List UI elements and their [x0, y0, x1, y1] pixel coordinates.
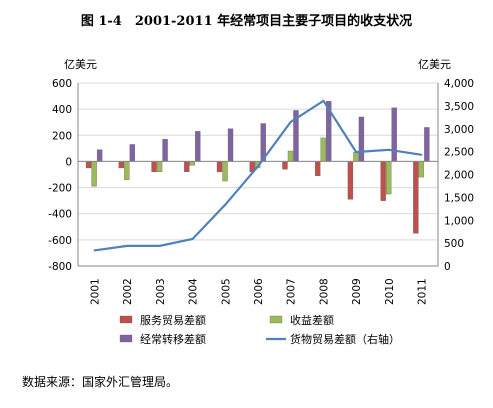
bar-收益差额-2010 — [386, 161, 392, 195]
bar-服务贸易差额-2010 — [380, 161, 386, 201]
line-point-2008 — [322, 100, 325, 102]
legend-swatch — [269, 315, 283, 324]
legend-label: 经常转移差额 — [140, 332, 206, 346]
bar-服务贸易差额-2009 — [347, 161, 354, 200]
line-point-2011 — [420, 154, 423, 156]
left-tick-label: -800 — [48, 261, 72, 273]
bar-收益差额-2008 — [320, 137, 326, 162]
legend-swatch — [119, 334, 133, 343]
line-point-2010 — [388, 148, 390, 151]
legend-label: 货物贸易差额（右轴） — [290, 332, 400, 346]
x-tick-label: 2011 — [417, 278, 429, 305]
x-tick-label: 2010 — [384, 278, 396, 305]
line-货物贸易差额（右轴） — [94, 99, 422, 252]
bar-收益差额-2009 — [353, 152, 359, 162]
line-point-2005 — [224, 203, 227, 206]
x-tick-label: 2005 — [220, 278, 232, 305]
x-tick-label: 2003 — [155, 278, 167, 305]
line-point-2003 — [159, 245, 161, 247]
legend-label: 收益差额 — [290, 313, 334, 327]
bar-经常转移差额-2011 — [424, 127, 430, 162]
x-tick-label: 2006 — [253, 278, 265, 305]
right-tick-label: 1,500 — [444, 192, 474, 204]
bar-收益差额-2011 — [418, 161, 425, 178]
x-tick-label: 2009 — [351, 278, 363, 305]
right-tick-label: 4,000 — [444, 78, 474, 90]
right-tick-label: 1,000 — [444, 215, 474, 227]
right-tick-label: 0 — [444, 261, 451, 273]
right-tick-label: 500 — [444, 238, 464, 250]
left-tick-label: -400 — [48, 209, 72, 221]
bar-收益差额-2002 — [124, 161, 130, 180]
bar-经常转移差额-2010 — [391, 107, 397, 162]
bar-服务贸易差额-2005 — [216, 161, 223, 173]
bar-收益差额-2003 — [156, 161, 163, 173]
x-tick-label: 2001 — [89, 278, 101, 305]
line-point-2001 — [93, 249, 96, 252]
bar-经常转移差额-2005 — [227, 128, 234, 162]
chart-title: 图 1-4 2001-2011 年经常项目主要子项目的收支状况 — [80, 14, 413, 29]
left-tick-label: 0 — [65, 156, 72, 168]
bar-经常转移差额-2003 — [162, 139, 168, 162]
line-point-2007 — [289, 121, 292, 123]
legend-label: 服务贸易差额 — [140, 313, 206, 327]
bar-经常转移差额-2001 — [96, 149, 103, 162]
line-point-2006 — [257, 165, 259, 168]
right-tick-label: 2,000 — [444, 170, 474, 182]
bar-服务贸易差额-2003 — [151, 161, 157, 173]
line-point-2004 — [191, 238, 194, 240]
bar-收益差额-2004 — [189, 161, 195, 166]
left-tick-label: 400 — [52, 104, 72, 116]
left-tick-label: 200 — [52, 130, 72, 142]
x-tick-label: 2007 — [286, 278, 298, 305]
bar-服务贸易差额-2002 — [118, 161, 124, 169]
bar-服务贸易差额-2001 — [85, 161, 92, 169]
left-tick-label: 600 — [52, 78, 72, 90]
right-tick-label: 2,500 — [444, 147, 474, 159]
bar-服务贸易差额-2004 — [184, 161, 190, 173]
bar-服务贸易差额-2011 — [413, 161, 419, 234]
left-tick-label: -600 — [48, 235, 72, 247]
bar-服务贸易差额-2007 — [282, 161, 288, 170]
bar-收益差额-2005 — [222, 161, 228, 182]
left-axis-label: 亿美元 — [64, 58, 97, 71]
right-tick-label: 3,000 — [444, 124, 474, 136]
line-point-2002 — [126, 245, 128, 247]
right-tick-label: 3,500 — [444, 101, 474, 113]
legend-swatch — [119, 315, 133, 324]
bar-经常转移差额-2002 — [129, 144, 135, 162]
bar-经常转移差额-2009 — [358, 116, 365, 162]
source-note: 数据来源：国家外汇管理局。 — [22, 375, 179, 389]
left-tick-label: -200 — [48, 183, 72, 195]
x-tick-label: 2004 — [188, 278, 200, 305]
x-tick-label: 2002 — [122, 278, 134, 305]
x-tick-label: 2008 — [318, 278, 330, 305]
bar-收益差额-2001 — [91, 161, 97, 187]
bar-经常转移差额-2004 — [195, 131, 201, 162]
right-axis-label: 亿美元 — [418, 58, 451, 71]
line-point-2009 — [355, 151, 357, 153]
bar-收益差额-2007 — [287, 150, 294, 162]
bar-服务贸易差额-2008 — [315, 161, 321, 176]
